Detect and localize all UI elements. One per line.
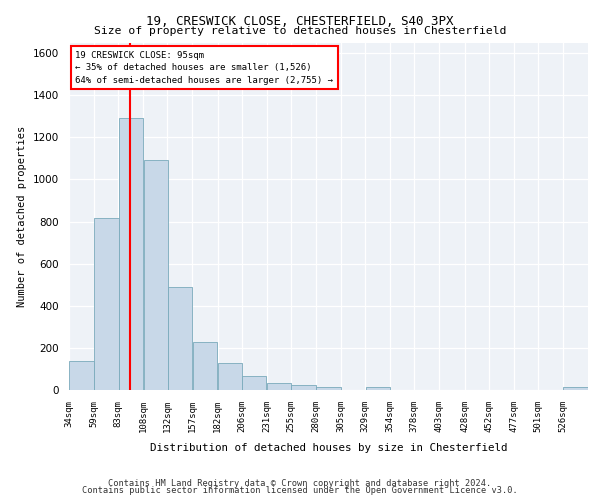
Bar [218, 362, 242, 390]
X-axis label: Distribution of detached houses by size in Chesterfield: Distribution of detached houses by size … [150, 443, 507, 453]
Bar [563, 387, 587, 390]
Bar [119, 118, 143, 390]
Text: 19, CRESWICK CLOSE, CHESTERFIELD, S40 3PX: 19, CRESWICK CLOSE, CHESTERFIELD, S40 3P… [146, 15, 454, 28]
Bar [193, 342, 217, 390]
Bar [242, 376, 266, 390]
Bar [316, 387, 341, 390]
Text: Contains HM Land Registry data © Crown copyright and database right 2024.: Contains HM Land Registry data © Crown c… [109, 478, 491, 488]
Bar [365, 387, 390, 390]
Y-axis label: Number of detached properties: Number of detached properties [17, 126, 28, 307]
Bar [168, 287, 192, 390]
Bar [291, 384, 316, 390]
Bar [94, 218, 119, 390]
Text: Size of property relative to detached houses in Chesterfield: Size of property relative to detached ho… [94, 26, 506, 36]
Bar [143, 160, 168, 390]
Text: Contains public sector information licensed under the Open Government Licence v3: Contains public sector information licen… [82, 486, 518, 495]
Text: 19 CRESWICK CLOSE: 95sqm
← 35% of detached houses are smaller (1,526)
64% of sem: 19 CRESWICK CLOSE: 95sqm ← 35% of detach… [75, 51, 333, 85]
Bar [267, 382, 292, 390]
Bar [70, 360, 94, 390]
